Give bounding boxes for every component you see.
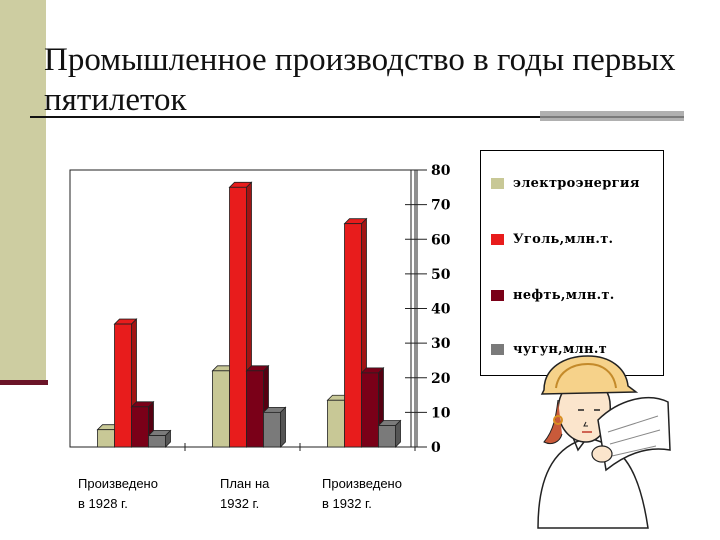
bar-0-0 (97, 429, 115, 448)
legend-item-oil: нефть,млн.т. (491, 285, 615, 305)
bar-side-3-2 (395, 419, 401, 448)
bar-3-2 (378, 425, 396, 448)
legend-swatch-coal (491, 233, 504, 245)
y-tick-label-30: 30 (431, 336, 451, 352)
bar-1-0 (114, 323, 132, 448)
y-tick-label-70: 70 (431, 198, 451, 214)
category-label-1932: Произведено в 1932 г. (322, 476, 402, 511)
bar-chart: 0 10 20 30 40 50 60 70 80 (69, 163, 451, 456)
bar-3-1 (263, 411, 281, 448)
legend-swatch-pig-iron (491, 343, 504, 355)
y-tick-label-60: 60 (431, 232, 451, 248)
y-tick-label-80: 80 (431, 163, 451, 179)
category-label-1928: Произведено в 1928 г. (78, 476, 158, 511)
category-label-plan-1932: План на 1932 г. (220, 476, 270, 511)
y-tick-label-40: 40 (431, 302, 451, 318)
bar-side-3-1 (280, 406, 286, 448)
bar-2-2 (361, 372, 379, 448)
engineer-illustration (537, 355, 671, 529)
bar-1-2 (344, 223, 362, 448)
legend-item-electricity: электроэнергия (491, 173, 640, 193)
legend-swatch-oil (491, 289, 504, 301)
title-underline (30, 116, 540, 118)
decor-side-bar (0, 0, 46, 384)
slide-title: Промышленное производство в годы первых … (44, 42, 676, 118)
legend-item-coal: Уголь,млн.т. (491, 229, 613, 249)
legend-label-oil: нефть,млн.т. (513, 287, 615, 303)
y-tick-label-10: 10 (431, 405, 451, 421)
bar-0-1 (212, 370, 230, 448)
legend-swatch-electricity (491, 177, 504, 189)
bar-2-1 (246, 370, 264, 448)
y-tick-label-50: 50 (431, 267, 451, 283)
legend-item-pig-iron: чугун,млн.т (491, 339, 607, 359)
bar-2-0 (131, 406, 149, 448)
chart-legend: электроэнергия Уголь,млн.т. нефть,млн.т.… (480, 150, 664, 376)
legend-label-coal: Уголь,млн.т. (513, 231, 614, 247)
legend-label-electricity: электроэнергия (513, 175, 640, 191)
decor-side-tick (0, 380, 48, 385)
legend-label-pig-iron: чугун,млн.т (513, 341, 608, 357)
y-tick-label-20: 20 (431, 371, 451, 387)
bar-1-1 (229, 186, 247, 448)
bar-0-2 (327, 399, 345, 448)
title-underline-block-line (540, 116, 684, 118)
y-tick-label-0: 0 (431, 440, 441, 456)
bar-3-0 (148, 435, 166, 448)
